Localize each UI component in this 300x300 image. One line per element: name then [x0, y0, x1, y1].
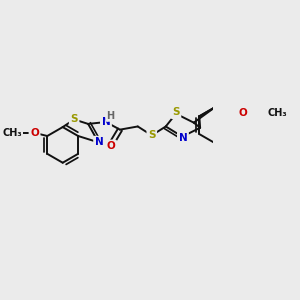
Text: N: N	[102, 117, 110, 127]
Text: N: N	[178, 133, 187, 143]
Text: S: S	[172, 107, 180, 118]
Text: O: O	[30, 128, 39, 138]
Text: N: N	[95, 137, 103, 147]
Text: H: H	[106, 111, 114, 121]
Text: S: S	[148, 130, 155, 140]
Text: S: S	[70, 115, 78, 124]
Text: CH₃: CH₃	[267, 108, 287, 118]
Text: O: O	[107, 141, 116, 151]
Text: CH₃: CH₃	[2, 128, 22, 138]
Text: O: O	[238, 108, 247, 118]
